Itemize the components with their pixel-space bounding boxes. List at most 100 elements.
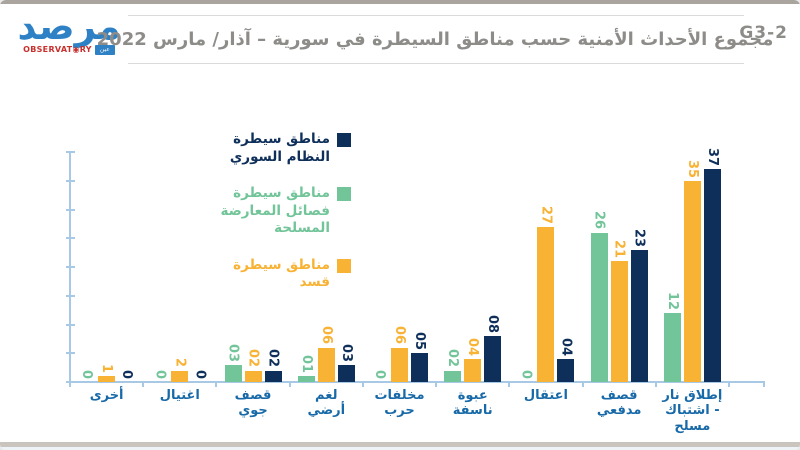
bar-group: 0 06 05 [363,152,436,382]
x-axis-tick [215,382,218,387]
logo-arabic-wordmark: مرصد [17,5,121,48]
bar-value-label: 0 [371,369,387,379]
y-axis-tick [66,323,75,326]
x-axis-tick [508,382,511,387]
bar-value-label: 01 [298,355,314,374]
bar-with-label: 0 [517,370,534,382]
bar-value-label: 05 [411,332,427,351]
category-label: مخلفات حرب [374,388,425,419]
category-label: اعتقال [523,388,568,403]
bar-value-label: 1 [99,364,115,374]
category-label: لغم أرضي [307,388,346,419]
bar [297,376,315,382]
logo-badge: عين [94,44,115,55]
bar-group: 0 27 04 [509,152,582,382]
bar [703,169,721,382]
bar-value-label: 04 [465,337,481,356]
bar-value-label: 26 [591,211,607,230]
x-axis-tick [435,382,438,387]
bar-with-label: 03 [224,344,242,382]
bar-value-label: 12 [664,291,680,310]
bar-value-label: 27 [538,205,554,224]
bar-value-label: 35 [684,159,700,178]
bar [630,249,648,382]
bar [171,370,189,382]
logo-latin-wordmark: OBSERVAT◉RY [23,45,92,55]
y-axis-tick [66,266,75,268]
bar-value-label: 04 [558,337,574,356]
bar [244,370,262,382]
bar-with-label: 05 [410,332,428,382]
category-label: إطلاق نار - اشتباك مسلح [662,388,723,434]
bar-value-label: 08 [485,314,501,333]
bar-group: 03 02 02 [216,152,289,382]
y-axis-tick [66,294,75,297]
bar-with-label: 04 [464,337,482,382]
x-axis-tick [69,382,71,387]
bar [264,370,282,382]
bar-value-label: 0 [119,369,135,379]
bar [683,180,701,382]
y-axis-tick [66,179,75,182]
bar-with-label: 37 [703,148,721,382]
bar-with-label: 27 [537,205,555,382]
bar-with-label: 01 [297,355,315,382]
bar-value-label: 02 [265,349,281,368]
x-axis-tick [581,382,584,387]
logo-subline: OBSERVAT◉RY عين [16,44,122,55]
bar-value-label: 21 [611,240,627,259]
bar-with-label: 0 [191,370,208,382]
legend-entry: مناطق سيطرة النظام السوري [181,131,351,166]
bar-with-label: 0 [371,370,388,382]
bar-value-label: 37 [704,148,720,167]
bar-with-label: 23 [630,229,648,382]
bar-with-label: 02 [444,349,462,382]
bar-value-label: 02 [445,349,461,368]
legend-label: مناطق سيطرة فصائل المعارضة المسلحة [220,185,330,237]
x-axis-tick [763,382,765,387]
header-rule-bottom [128,63,744,64]
legend-label: مناطق سيطرة النظام السوري [229,131,330,165]
legend-color-swatch [337,258,351,273]
category-label: قصف جوي [234,388,272,419]
y-axis-tick [66,237,75,240]
bar-with-label: 04 [557,337,575,382]
observatory-logo: مرصد OBSERVAT◉RY عين [16,5,122,55]
bar-with-label: 12 [663,291,681,382]
bar-group: 01 06 03 [290,152,363,382]
bottom-edge [0,447,800,450]
bar-group: 12 35 37 [656,148,729,382]
bar [224,364,242,382]
bar-groups: 0 1 0 0 2 0 03 02 02 01 06 03 0 06 05 02 04 08 0 27 04 26 21 23… [70,148,729,382]
bar-with-label: 03 [337,344,355,382]
bar [663,313,681,382]
x-axis-tick [654,382,657,387]
bar [98,376,116,382]
bar [590,232,608,382]
bar-with-label: 08 [484,314,502,382]
bar [464,359,482,382]
bar-with-label: 1 [98,364,116,382]
plot-area: 0 1 0 0 2 0 03 02 02 01 06 03 0 06 05 02 04 08 0 27 04 26 21 23… [66,148,765,387]
bar-with-label: 35 [683,159,701,382]
bar-with-label: 21 [610,240,628,382]
legend-entry: مناطق سيطرة فصائل المعارضة المسلحة [181,185,351,238]
category-label: قصف مدفعي [596,388,642,419]
category-label: أخرى [89,388,124,403]
bar-value-label: 06 [318,326,334,345]
bar-with-label: 0 [151,370,168,382]
y-axis-tick [66,208,75,211]
x-axis [69,381,765,383]
x-axis-tick [361,382,364,387]
y-axis-tick [66,151,75,153]
figure-code: G3-2 [739,23,788,43]
bar-value-label: 0 [79,369,95,379]
bar-with-label: 06 [317,326,335,382]
bar [337,364,355,382]
bar [317,347,335,382]
category-label: عبوة ناسفة [452,388,493,419]
bar-value-label: 06 [391,326,407,345]
logo-eye-icon: ◉ [72,45,80,55]
